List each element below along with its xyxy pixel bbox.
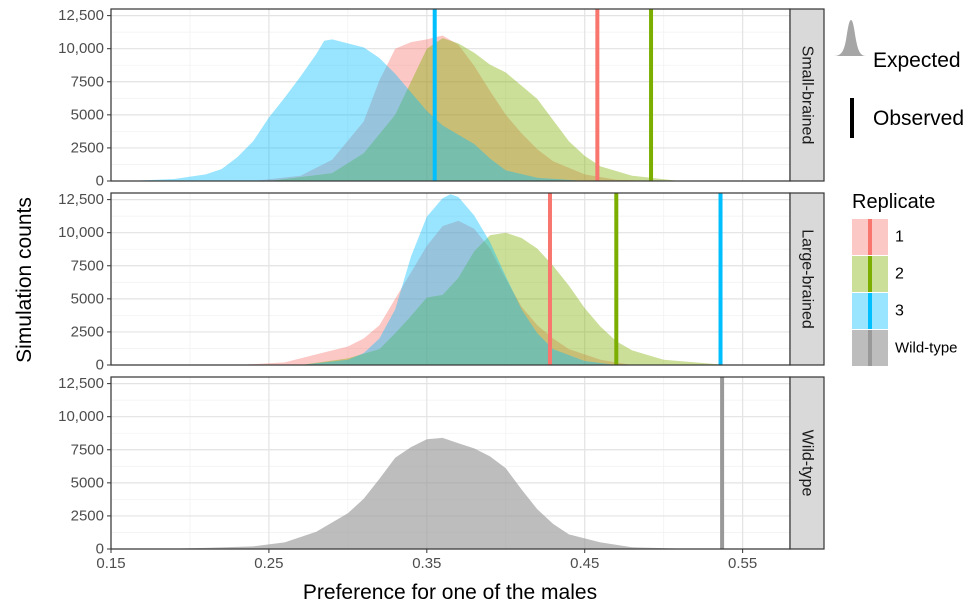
- facet-strip: [789, 8, 825, 182]
- legend-label-3: 3: [895, 303, 904, 320]
- axes: Preference for one of the males Simulati…: [13, 7, 757, 604]
- density-area-replicate-1: [253, 35, 664, 181]
- y-tick-label: 0: [96, 173, 104, 190]
- y-tick-label: 0: [96, 357, 104, 374]
- facet-strip: [789, 376, 825, 550]
- density-area-replicate-1: [237, 220, 633, 365]
- y-tick-label: 5000: [71, 106, 104, 123]
- facet-strip-label: Wild-type: [799, 430, 816, 497]
- y-axis-title: Simulation counts: [13, 197, 36, 363]
- y-tick-label: 5000: [71, 290, 104, 307]
- y-tick-label: 12,500: [58, 191, 104, 208]
- y-tick-label: 2500: [71, 507, 104, 524]
- legend-label-2: 2: [895, 266, 904, 283]
- y-tick-label: 12,500: [58, 7, 104, 24]
- y-tick-label: 12,500: [58, 375, 104, 392]
- panel-background: [111, 9, 790, 181]
- density-area-replicate-wild-type: [158, 437, 696, 549]
- x-tick-label: 0.25: [254, 555, 283, 572]
- x-tick-label: 0.55: [728, 555, 757, 572]
- panel-3: Wild-type: [110, 376, 825, 550]
- panels: Small-brained Large-brained Wild-type: [110, 8, 825, 550]
- y-tick-label: 10,000: [58, 40, 104, 57]
- y-tick-label: 2500: [71, 139, 104, 156]
- y-tick-label: 5000: [71, 474, 104, 491]
- panel-1: Small-brained: [110, 8, 825, 182]
- facet-strip: [789, 192, 825, 366]
- legend-label-wild-type: Wild-type: [895, 340, 958, 357]
- density-area-replicate-2: [268, 38, 680, 181]
- y-tick-label: 10,000: [58, 408, 104, 425]
- legend-shape-label-expected: Expected: [873, 49, 961, 72]
- x-tick-label: 0.45: [570, 555, 599, 572]
- facet-strip-label: Small-brained: [799, 46, 816, 145]
- legend-title: Replicate: [852, 191, 935, 213]
- density-area-replicate-3: [126, 39, 585, 182]
- panel-2: Large-brained: [110, 192, 825, 366]
- legend: Expected Observed Replicate 1 2 3 Wild-type: [834, 20, 964, 366]
- legend-shape-label-observed: Observed: [873, 107, 964, 130]
- x-tick-label: 0.35: [412, 555, 441, 572]
- y-tick-label: 7500: [71, 257, 104, 274]
- legend-label-1: 1: [895, 229, 904, 246]
- density-area-replicate-3: [300, 194, 617, 365]
- y-tick-label: 7500: [71, 441, 104, 458]
- y-tick-label: 0: [96, 541, 104, 558]
- y-tick-label: 7500: [71, 73, 104, 90]
- x-axis-title: Preference for one of the males: [303, 581, 597, 604]
- y-tick-label: 10,000: [58, 224, 104, 241]
- x-tick-label: 0.15: [96, 555, 125, 572]
- density-shape-icon: [834, 20, 866, 56]
- density-area-replicate-2: [300, 232, 727, 365]
- facet-strip-label: Large-brained: [799, 229, 816, 329]
- y-tick-label: 2500: [71, 323, 104, 340]
- panel-background: [111, 193, 790, 365]
